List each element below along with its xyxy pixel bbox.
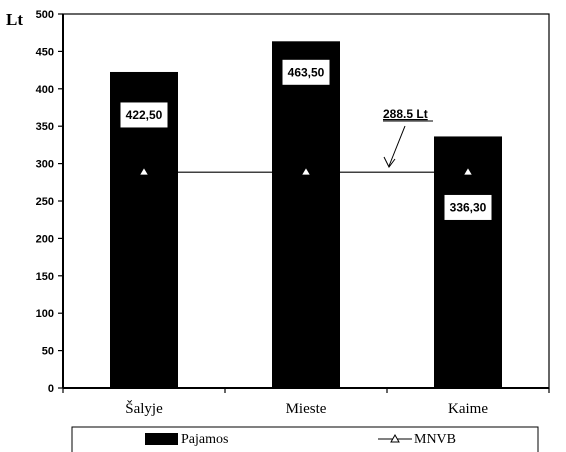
y-tick-label: 200 (36, 233, 54, 245)
legend-mnvb-marker (390, 433, 400, 443)
y-tick-label: 400 (36, 84, 54, 96)
legend-box (71, 426, 539, 452)
annotation-arrowhead (383, 156, 396, 168)
annotation-arrow (388, 125, 406, 167)
y-tick-label: 50 (42, 346, 54, 358)
y-axis-label: Lt (6, 10, 23, 29)
annotation-label: 288.5 Lt (383, 107, 428, 121)
x-axis-ticks (62, 388, 550, 393)
value-label: 422,50 (126, 108, 163, 122)
value-labels: 422,50 463,50 336,30 (119, 58, 493, 221)
y-tick-label: 350 (36, 121, 54, 133)
value-label-box (443, 193, 493, 221)
y-tick-label: 300 (36, 159, 54, 171)
y-tick-label: 0 (48, 383, 54, 395)
y-tick-label: 250 (36, 196, 54, 208)
x-tick-label: Mieste (286, 401, 327, 417)
legend-mnvb-label: MNVB (414, 432, 456, 447)
mnvb-point-1 (140, 168, 148, 175)
value-label-box (281, 58, 331, 86)
bar-3 (434, 136, 502, 388)
x-tick-label: Kaime (448, 401, 488, 417)
y-tick-label: 150 (36, 271, 54, 283)
category-labels: Šalyje Mieste Kaime (125, 400, 488, 417)
bar-2 (272, 41, 340, 388)
x-tick-label: Šalyje (125, 400, 163, 417)
y-tick-label: 500 (36, 9, 54, 21)
value-label: 336,30 (450, 200, 487, 214)
value-label-box (119, 101, 169, 129)
line-series (140, 168, 472, 175)
legend: Pajamos MNVB (71, 426, 539, 452)
y-tick-label: 100 (36, 308, 54, 320)
y-axis-ticks: 0 50 100 150 200 250 300 350 400 450 500 (36, 9, 63, 395)
mnvb-point-2 (302, 168, 310, 175)
mnvb-point-3 (464, 168, 472, 175)
legend-pajamos-swatch (145, 433, 178, 445)
legend-pajamos-label: Pajamos (181, 432, 228, 447)
bar-series (110, 41, 502, 388)
y-tick-label: 450 (36, 46, 54, 58)
value-label: 463,50 (288, 65, 325, 79)
